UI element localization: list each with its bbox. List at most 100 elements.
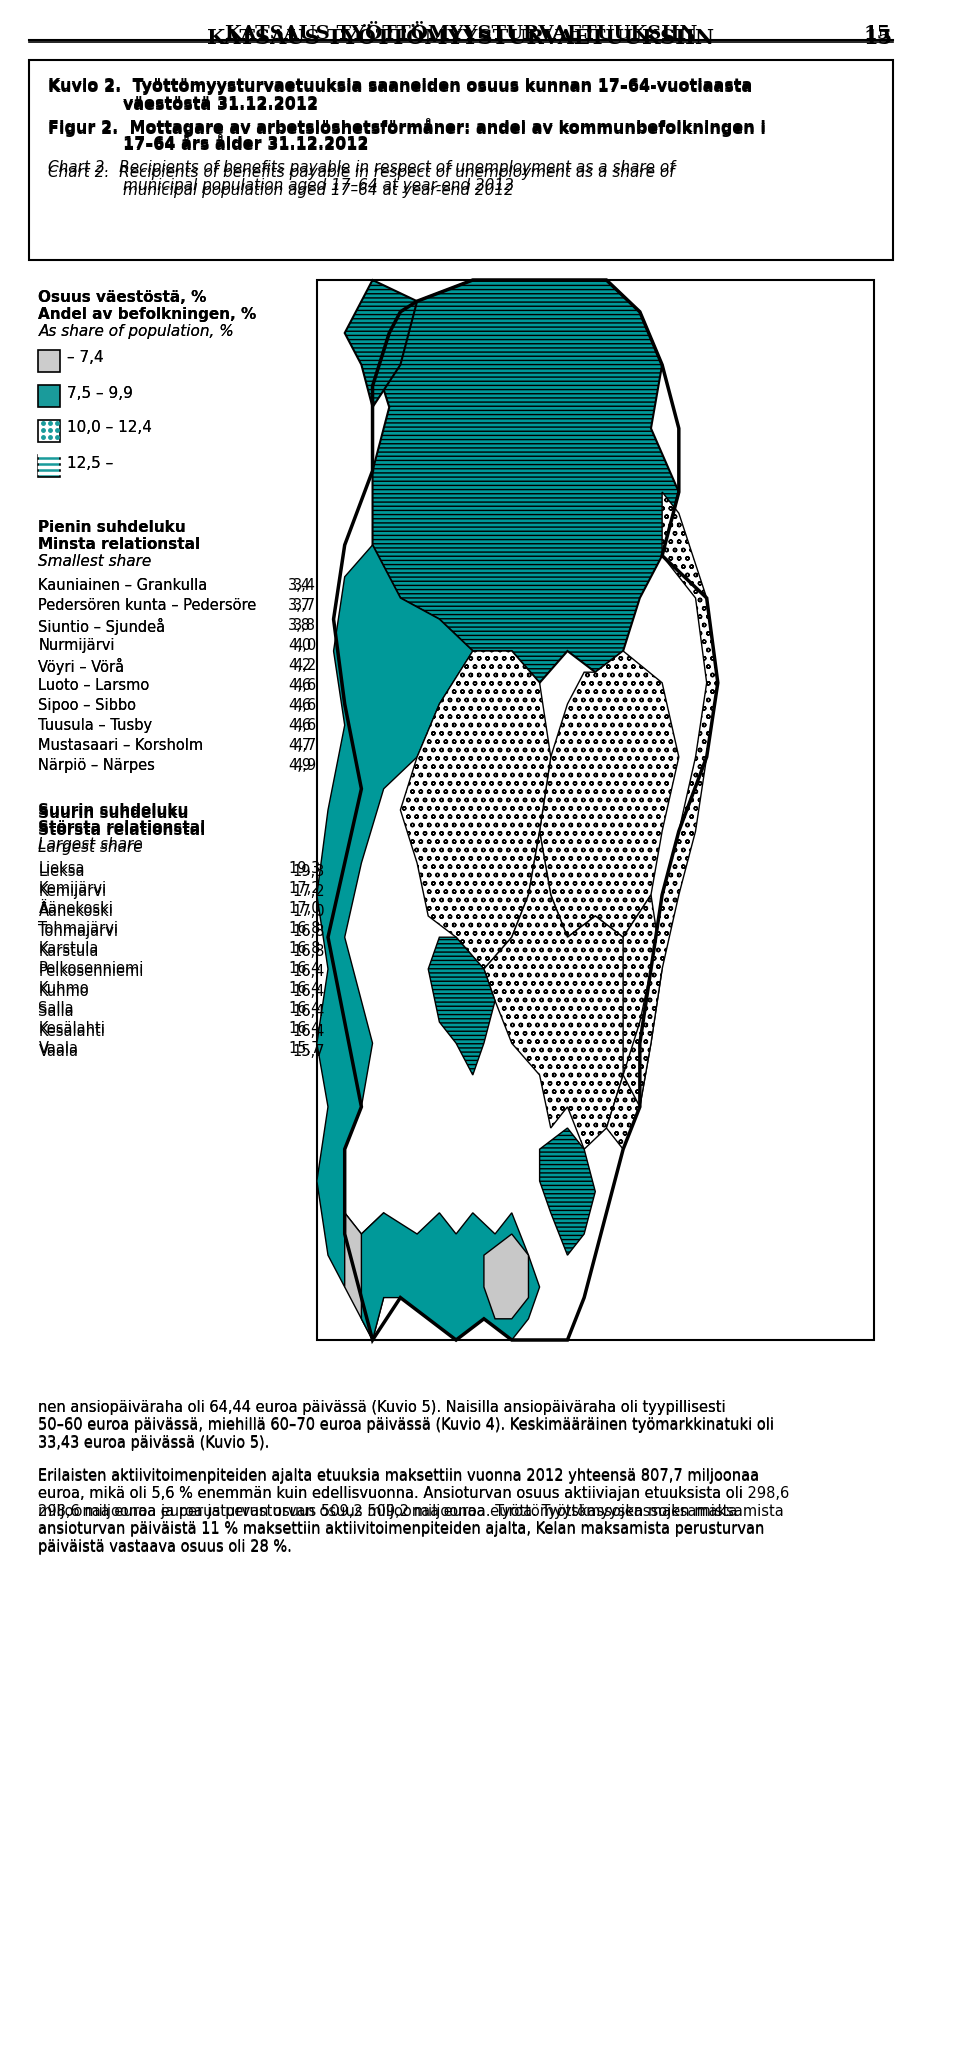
Text: Erilaisten aktiivitoimenpiteiden ajalta etuuksia maksettiin vuonna 2012 yhteensä: Erilaisten aktiivitoimenpiteiden ajalta … xyxy=(38,1468,790,1553)
Bar xyxy=(38,420,60,441)
Text: 4,6: 4,6 xyxy=(293,719,316,733)
Text: Vöyri – Vörå: Vöyri – Vörå xyxy=(38,659,125,675)
Text: 4,6: 4,6 xyxy=(288,677,311,694)
Text: väestöstä 31.12.2012: väestöstä 31.12.2012 xyxy=(123,95,318,112)
Text: Karstula: Karstula xyxy=(38,940,99,957)
Text: 19,3: 19,3 xyxy=(293,864,325,878)
Text: municipal population aged 17–64 at year-end 2012: municipal population aged 17–64 at year-… xyxy=(123,182,514,199)
Text: 16,8: 16,8 xyxy=(288,922,321,936)
Text: 17–64 års ålder 31.12.2012: 17–64 års ålder 31.12.2012 xyxy=(123,137,369,151)
Text: Äänekoski: Äänekoski xyxy=(38,901,113,915)
Text: 16,4: 16,4 xyxy=(288,982,321,996)
Text: 16,8: 16,8 xyxy=(293,924,325,938)
Text: Största relationstal: Största relationstal xyxy=(38,820,205,835)
Text: Sipoo – Sibbo: Sipoo – Sibbo xyxy=(38,698,136,712)
Text: As share of population, %: As share of population, % xyxy=(38,323,234,340)
Text: Siuntio – Sjundeå: Siuntio – Sjundeå xyxy=(38,617,165,636)
Text: 10,0 – 12,4: 10,0 – 12,4 xyxy=(67,420,152,435)
Text: Pienin suhdeluku: Pienin suhdeluku xyxy=(38,520,186,534)
Text: Kuvio 2.  Työttömyysturvaetuuksia saaneiden osuus kunnan 17–64-vuotiaasta: Kuvio 2. Työttömyysturvaetuuksia saaneid… xyxy=(48,81,753,95)
Text: Largest share: Largest share xyxy=(38,841,143,855)
Text: Närpiö – Närpes: Närpiö – Närpes xyxy=(38,758,156,772)
Text: 4,2: 4,2 xyxy=(288,659,311,673)
Polygon shape xyxy=(372,280,679,683)
Polygon shape xyxy=(623,493,718,1106)
Text: 17,0: 17,0 xyxy=(288,901,321,915)
Polygon shape xyxy=(484,830,640,1149)
Text: Kesälahti: Kesälahti xyxy=(38,1023,106,1040)
Polygon shape xyxy=(540,650,679,938)
Text: 298,6 miljoonaa euroa ja perusturvan osuus 509,2 miljoonaa euroa. Työttömyyskass: 298,6 miljoonaa euroa ja perusturvan osu… xyxy=(38,1504,784,1518)
Text: Pelkosenniemi: Pelkosenniemi xyxy=(38,963,144,980)
Text: 15,7: 15,7 xyxy=(293,1044,325,1058)
Text: 4,6: 4,6 xyxy=(288,698,311,712)
Text: 16,4: 16,4 xyxy=(293,1004,325,1019)
Text: Vöyri – Vörå: Vöyri – Vörå xyxy=(38,659,125,675)
Text: 12,5 –: 12,5 – xyxy=(67,456,113,470)
Text: Äänekoski: Äänekoski xyxy=(38,905,113,920)
Text: Pedersören kunta – Pedersöre: Pedersören kunta – Pedersöre xyxy=(38,599,256,613)
Text: Mustasaari – Korsholm: Mustasaari – Korsholm xyxy=(38,737,204,754)
Text: 15: 15 xyxy=(864,25,891,43)
Text: 17,2: 17,2 xyxy=(288,880,321,897)
Text: 19,3: 19,3 xyxy=(288,862,321,876)
Text: 4,9: 4,9 xyxy=(293,758,316,772)
Text: Kuvio 2.  Työttömyysturvaetuuksia saaneiden osuus kunnan 17–64-vuotiaasta: Kuvio 2. Työttömyysturvaetuuksia saaneid… xyxy=(48,79,753,93)
Text: päiväistä vastaava osuus oli 28 %.: päiväistä vastaava osuus oli 28 %. xyxy=(38,1541,292,1555)
Text: 10,0 – 12,4: 10,0 – 12,4 xyxy=(67,420,152,435)
Text: 16,8: 16,8 xyxy=(288,940,321,957)
Text: Tuusula – Tusby: Tuusula – Tusby xyxy=(38,719,153,733)
Text: 17–64 års ålder 31.12.2012: 17–64 års ålder 31.12.2012 xyxy=(123,139,369,153)
Text: municipal population aged 17–64 at year-end 2012: municipal population aged 17–64 at year-… xyxy=(123,178,514,193)
Text: Chart 2.  Recipients of benefits payable in respect of unemployment as a share o: Chart 2. Recipients of benefits payable … xyxy=(48,166,675,180)
Text: 4,9: 4,9 xyxy=(288,758,311,772)
Bar xyxy=(38,350,60,373)
Text: Smallest share: Smallest share xyxy=(38,555,152,570)
Text: Pelkosenniemi: Pelkosenniemi xyxy=(38,961,144,975)
Text: Largest share: Largest share xyxy=(38,837,143,851)
Text: 3,4: 3,4 xyxy=(288,578,311,592)
Text: 17,2: 17,2 xyxy=(293,884,325,899)
Text: Salla: Salla xyxy=(38,1004,74,1019)
Text: Nurmijärvi: Nurmijärvi xyxy=(38,638,115,652)
Text: Luoto – Larsmo: Luoto – Larsmo xyxy=(38,677,150,694)
Text: Luoto – Larsmo: Luoto – Larsmo xyxy=(38,677,150,694)
Text: Närpiö – Närpes: Närpiö – Närpes xyxy=(38,758,156,772)
Text: 15,7: 15,7 xyxy=(288,1042,321,1056)
Text: Salla: Salla xyxy=(38,1000,74,1017)
Text: 4,7: 4,7 xyxy=(293,737,316,754)
Text: 16,8: 16,8 xyxy=(293,944,325,959)
Text: 3,8: 3,8 xyxy=(288,617,311,634)
Text: Osuus väestöstä, %: Osuus väestöstä, % xyxy=(38,290,206,304)
FancyBboxPatch shape xyxy=(29,60,893,261)
Polygon shape xyxy=(345,1214,400,1340)
Text: 4,0: 4,0 xyxy=(288,638,311,652)
Text: Mustasaari – Korsholm: Mustasaari – Korsholm xyxy=(38,737,204,754)
Text: 16,4: 16,4 xyxy=(293,984,325,998)
Text: Vaala: Vaala xyxy=(38,1042,79,1056)
Polygon shape xyxy=(345,280,417,408)
Text: Suurin suhdeluku: Suurin suhdeluku xyxy=(38,806,189,820)
Text: Karstula: Karstula xyxy=(38,944,99,959)
Bar xyxy=(38,456,60,476)
Text: 16,4: 16,4 xyxy=(288,961,321,975)
Text: Nurmijärvi: Nurmijärvi xyxy=(38,638,115,652)
Text: ansioturvan päiväistä 11 % maksettiin aktiivitoimenpiteiden ajalta, Kelan maksam: ansioturvan päiväistä 11 % maksettiin ak… xyxy=(38,1522,765,1537)
Polygon shape xyxy=(428,938,495,1075)
Text: 50–60 euroa päivässä, miehillä 60–70 euroa päivässä (Kuvio 4). Keskimääräinen ty: 50–60 euroa päivässä, miehillä 60–70 eur… xyxy=(38,1419,775,1433)
Text: euroa, mikä oli 5,6 % enemmän kuin edellisvuonna. Ansioturvan osuus aktiiviajan : euroa, mikä oli 5,6 % enemmän kuin edell… xyxy=(38,1487,743,1501)
Text: Kuhmo: Kuhmo xyxy=(38,982,89,996)
Text: Andel av befolkningen, %: Andel av befolkningen, % xyxy=(38,307,256,321)
Text: 4,6: 4,6 xyxy=(293,698,316,712)
Text: 16,4: 16,4 xyxy=(293,963,325,980)
Bar xyxy=(317,280,874,1340)
Text: 3,8: 3,8 xyxy=(293,617,316,634)
Text: Kauniainen – Grankulla: Kauniainen – Grankulla xyxy=(38,578,207,592)
Text: 33,43 euroa päivässä (Kuvio 5).: 33,43 euroa päivässä (Kuvio 5). xyxy=(38,1435,270,1452)
Text: Lieksa: Lieksa xyxy=(38,862,84,876)
Text: Erilaisten aktiivitoimenpiteiden ajalta etuuksia maksettiin vuonna 2012 yhteensä: Erilaisten aktiivitoimenpiteiden ajalta … xyxy=(38,1468,759,1483)
Polygon shape xyxy=(361,1214,540,1340)
Text: Figur 2.  Mottagare av arbetslöshetsförmåner: andel av kommunbefolkningen i: Figur 2. Mottagare av arbetslöshetsförmå… xyxy=(48,118,766,135)
Polygon shape xyxy=(540,1129,595,1255)
Text: Smallest share: Smallest share xyxy=(38,555,152,570)
